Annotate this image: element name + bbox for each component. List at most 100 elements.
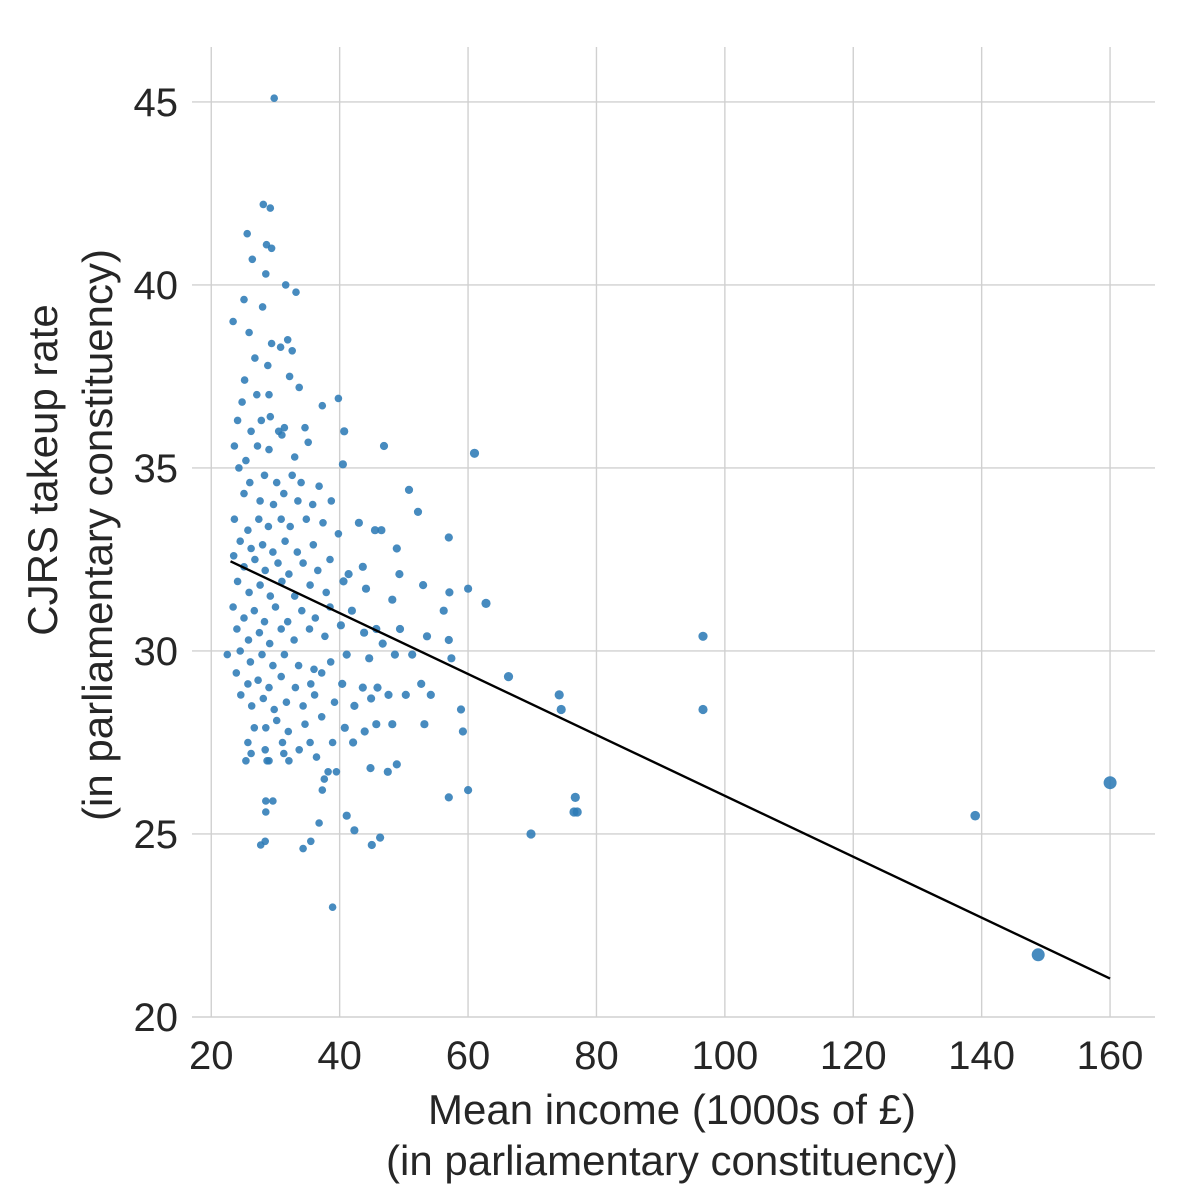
data-point — [290, 592, 299, 600]
data-point — [262, 797, 270, 805]
data-point — [258, 303, 267, 311]
data-point — [481, 598, 491, 609]
data-point — [240, 489, 248, 498]
data-point — [413, 507, 423, 516]
data-point — [305, 625, 314, 633]
data-point — [379, 441, 389, 451]
x-tick-labels: 20 40 60 80 100 120 140 160 — [189, 1034, 1143, 1078]
data-point — [698, 631, 708, 641]
data-point — [503, 672, 514, 682]
data-point — [354, 518, 363, 527]
data-point — [339, 577, 348, 586]
data-point — [272, 478, 281, 487]
data-point — [229, 603, 237, 611]
data-point — [319, 519, 327, 527]
data-point — [401, 690, 410, 700]
data-point — [266, 412, 275, 421]
data-point — [254, 676, 262, 684]
data-point — [255, 628, 264, 637]
data-point — [350, 826, 359, 835]
data-point — [233, 625, 241, 633]
data-point — [248, 255, 257, 264]
data-point — [230, 515, 239, 523]
x-tick-label: 160 — [1077, 1034, 1144, 1078]
data-point — [324, 768, 332, 776]
data-point — [261, 566, 270, 575]
data-point — [334, 394, 343, 403]
data-point — [293, 548, 302, 556]
data-point — [298, 606, 306, 615]
data-point — [373, 683, 382, 692]
data-point — [237, 691, 245, 699]
data-point — [284, 727, 293, 736]
data-point — [1031, 948, 1045, 962]
data-point — [292, 288, 300, 297]
data-point — [458, 727, 467, 736]
data-point — [554, 690, 564, 700]
data-point — [370, 526, 380, 535]
data-point — [251, 555, 259, 564]
data-point — [244, 526, 252, 534]
data-point — [285, 372, 294, 381]
data-point — [342, 650, 351, 659]
y-tick-label: 20 — [134, 996, 179, 1040]
data-point — [317, 669, 326, 677]
data-point — [311, 614, 320, 622]
data-point — [469, 448, 480, 458]
data-point — [263, 757, 271, 765]
data-point — [302, 515, 311, 523]
trend-line — [230, 560, 1111, 980]
data-point — [291, 683, 300, 692]
data-point — [367, 840, 376, 850]
data-point — [698, 704, 708, 715]
data-point — [309, 541, 318, 549]
data-point — [420, 720, 429, 729]
data-point — [456, 705, 466, 714]
grid — [192, 47, 1155, 1018]
data-point — [265, 390, 273, 399]
data-point — [308, 500, 317, 509]
data-point — [360, 727, 369, 736]
data-point — [265, 445, 273, 454]
data-point — [439, 606, 448, 615]
data-point — [285, 570, 293, 578]
data-point — [526, 829, 536, 839]
data-point — [366, 764, 375, 773]
y-tick-label: 40 — [134, 264, 179, 308]
data-point — [295, 746, 304, 754]
data-point — [229, 317, 237, 326]
y-tick-label: 25 — [134, 813, 179, 857]
data-point — [269, 797, 277, 805]
data-point — [246, 658, 255, 666]
data-point — [367, 694, 376, 703]
y-tick-label: 35 — [134, 447, 179, 491]
data-point — [297, 478, 305, 487]
data-point — [570, 792, 580, 803]
data-point — [307, 837, 315, 846]
data-point — [556, 704, 566, 715]
data-point — [236, 647, 244, 655]
data-point — [232, 669, 241, 677]
data-point — [390, 650, 399, 659]
x-tick-label: 60 — [446, 1034, 491, 1078]
data-point — [245, 588, 253, 597]
data-point — [230, 442, 239, 450]
data-point — [229, 552, 238, 560]
data-point — [280, 749, 288, 758]
data-point — [262, 724, 270, 732]
data-point — [233, 416, 242, 425]
data-point — [278, 577, 286, 586]
data-point — [254, 515, 263, 523]
y-axis-title-line2: (in parliamentary constituency) — [74, 249, 121, 821]
data-point — [344, 570, 353, 579]
data-point — [326, 658, 335, 666]
data-point — [288, 471, 297, 480]
data-point — [272, 716, 281, 725]
x-tick-label: 140 — [948, 1034, 1015, 1078]
data-point — [250, 606, 259, 615]
data-point — [332, 768, 341, 776]
data-point — [278, 431, 286, 439]
data-point — [266, 204, 275, 212]
